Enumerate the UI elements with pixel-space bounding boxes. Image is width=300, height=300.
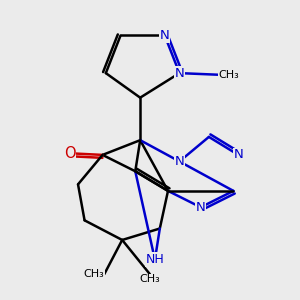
Text: N: N (160, 29, 169, 42)
Text: CH₃: CH₃ (140, 274, 160, 284)
Text: O: O (64, 146, 76, 161)
Text: N: N (175, 67, 184, 80)
Text: CH₃: CH₃ (219, 70, 239, 80)
Text: N: N (233, 148, 243, 161)
Text: NH: NH (146, 253, 164, 266)
Text: N: N (175, 155, 184, 168)
Text: N: N (196, 201, 206, 214)
Text: CH₃: CH₃ (83, 269, 104, 279)
